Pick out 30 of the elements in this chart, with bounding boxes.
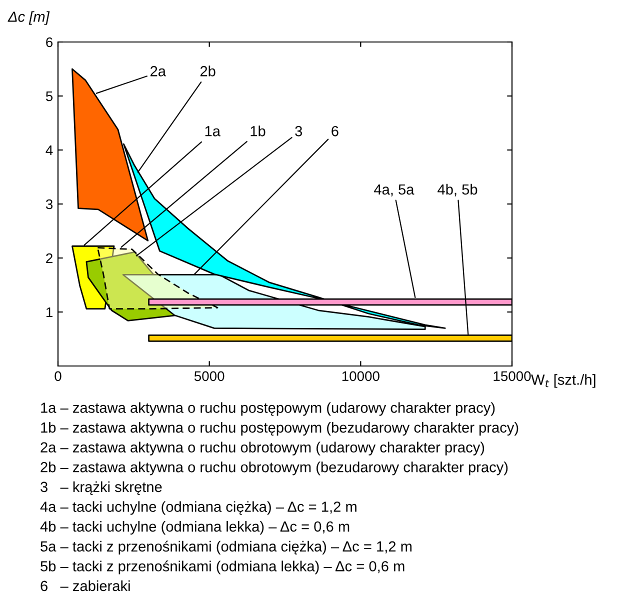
x-axis-title: W$_{t}$ [szt./h] xyxy=(531,374,596,388)
text: 5b – tacki z przenośnikami (odmiana lekka) – Δc = 0,6 m xyxy=(40,560,404,574)
text: 1b – zastawa aktywna o ruchu postępowym (bezudarowy charakter pracy) xyxy=(41,422,518,436)
x-tick-label: 0 xyxy=(54,371,62,382)
y-tick-label: 3 xyxy=(46,199,53,210)
text: 2a – zastawa aktywna o ruchu obrotowym (udarowy charakter pracy) xyxy=(40,442,484,456)
y-tick-label: 5 xyxy=(46,91,53,102)
x-tick-label: 10000 xyxy=(342,371,380,382)
text: 4a – tacki uchylne (odmiana ciężka) – Δc = 1,2 m xyxy=(40,501,356,515)
text: 6 – zabieraki xyxy=(40,580,130,592)
annotation: 1a xyxy=(205,126,220,136)
text: 4b – tacki uchylne (odmiana lekka) – Δc = 0,6 m xyxy=(40,521,350,535)
annotation: 1b xyxy=(250,126,266,136)
annotation: 6 xyxy=(332,126,338,136)
y-tick-label: 4 xyxy=(46,145,53,156)
text: 2b – zastawa aktywna o ruchu obrotowym (bezudarowy charakter pracy) xyxy=(40,462,508,476)
annotation: 2b xyxy=(200,66,216,76)
text: 5a – tacki z przenośnikami (odmiana ciężka) – Δc = 1,2 m xyxy=(40,540,412,554)
annotation: 2a xyxy=(150,66,166,76)
y-tick-label: 6 xyxy=(46,37,53,48)
text: 1a – zastawa aktywna o ruchu postępowym (udarowy charakter pracy) xyxy=(41,402,495,416)
annotation: 4a, 5a xyxy=(374,184,414,196)
x-tick-label: 5000 xyxy=(194,371,224,382)
y-axis-title: Δc [m] xyxy=(8,11,50,25)
annotation: 4b, 5b xyxy=(438,184,478,196)
y-tick-label: 2 xyxy=(46,253,52,264)
x-tick-label: 15000 xyxy=(494,371,531,382)
y-tick-label: 1 xyxy=(46,307,52,318)
annotation: 3 xyxy=(295,126,302,136)
text: 3 – krążki skrętne xyxy=(40,481,162,496)
